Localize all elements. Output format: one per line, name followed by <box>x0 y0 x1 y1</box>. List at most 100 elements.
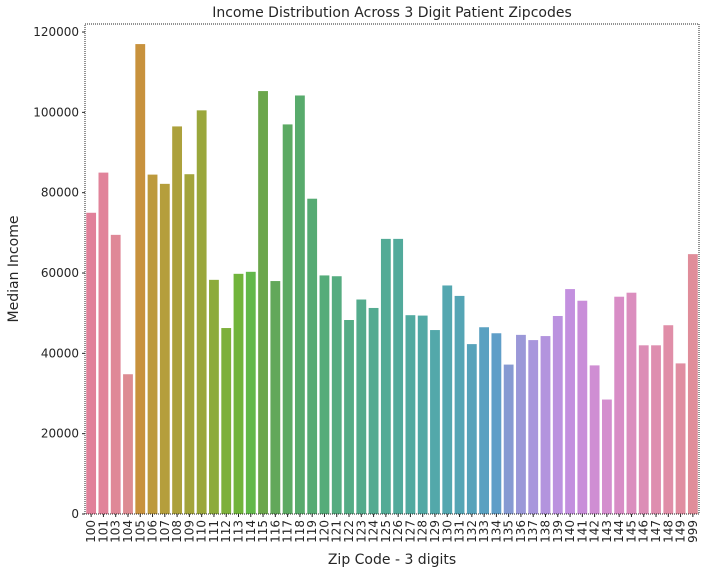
y-tick-label: 100000 <box>33 105 79 119</box>
x-tick-label: 123 <box>354 520 368 543</box>
x-tick-label: 145 <box>624 520 638 543</box>
bar-121 <box>331 276 342 514</box>
bar-113 <box>233 273 244 514</box>
x-tick-label: 124 <box>367 520 381 543</box>
x-tick-label: 138 <box>539 520 553 543</box>
bar-101 <box>98 172 109 515</box>
x-tick-label: 113 <box>232 520 246 543</box>
bar-135 <box>503 364 514 514</box>
bar-999 <box>687 254 698 514</box>
bar-120 <box>319 275 330 514</box>
x-tick-label: 129 <box>428 520 442 543</box>
x-tick-label: 999 <box>686 520 700 543</box>
x-tick-label: 114 <box>244 520 258 543</box>
x-axis-label: Zip Code - 3 digits <box>328 552 456 568</box>
x-tick-label: 147 <box>649 520 663 543</box>
x-tick-label: 116 <box>268 520 282 543</box>
bar-141 <box>577 300 588 514</box>
x-tick-label: 126 <box>391 520 405 543</box>
x-tick-label: 109 <box>182 520 196 543</box>
x-tick-label: 146 <box>637 520 651 543</box>
x-tick-label: 131 <box>453 520 467 543</box>
x-tick-label: 106 <box>146 520 160 543</box>
y-axis-label: Median Income <box>6 216 22 323</box>
bar-130 <box>442 285 453 514</box>
bar-148 <box>663 325 674 514</box>
x-tick-label: 139 <box>551 520 565 543</box>
bar-103 <box>110 234 121 515</box>
x-tick-label: 120 <box>317 520 331 543</box>
bar-117 <box>282 124 293 514</box>
bar-112 <box>221 328 232 514</box>
bar-142 <box>589 365 600 514</box>
y-tick-label: 40000 <box>41 346 79 360</box>
bar-125 <box>380 238 391 514</box>
bar-133 <box>479 327 490 514</box>
bar-123 <box>356 299 367 514</box>
x-tick-label: 128 <box>416 520 430 543</box>
x-axis-ticks: 1001011031041051061071081091101111121131… <box>84 514 700 543</box>
bar-144 <box>614 296 625 514</box>
bar-100 <box>86 212 97 514</box>
bar-129 <box>430 330 440 514</box>
bar-137 <box>528 340 539 514</box>
bar-118 <box>294 95 305 515</box>
bar-108 <box>172 126 183 515</box>
bar-128 <box>417 315 428 514</box>
bar-143 <box>601 399 612 514</box>
y-tick-label: 120000 <box>33 25 79 39</box>
bar-127 <box>405 315 416 514</box>
bar-132 <box>466 344 477 514</box>
x-tick-label: 119 <box>305 520 319 543</box>
bar-134 <box>491 333 502 514</box>
plot-frame <box>84 23 700 515</box>
x-tick-label: 100 <box>84 520 98 543</box>
x-tick-label: 137 <box>526 520 540 543</box>
bar-139 <box>552 315 563 514</box>
x-tick-label: 118 <box>293 520 307 543</box>
bar-126 <box>393 238 404 514</box>
y-tick-label: 80000 <box>41 186 79 200</box>
x-tick-label: 117 <box>281 520 295 543</box>
y-tick-label: 20000 <box>41 427 79 441</box>
x-tick-label: 141 <box>575 520 589 543</box>
x-tick-label: 110 <box>195 520 209 543</box>
x-tick-label: 112 <box>219 520 233 543</box>
bar-149 <box>675 363 686 514</box>
bar-110 <box>196 110 207 514</box>
chart-title: Income Distribution Across 3 Digit Patie… <box>212 5 572 21</box>
x-tick-label: 105 <box>133 520 147 543</box>
bar-111 <box>209 279 219 514</box>
bar-114 <box>245 271 256 514</box>
x-tick-label: 132 <box>465 520 479 543</box>
bar-105 <box>135 44 146 514</box>
bar-122 <box>344 320 354 514</box>
bar-131 <box>454 295 465 514</box>
x-tick-label: 133 <box>477 520 491 543</box>
x-tick-label: 143 <box>600 520 614 543</box>
x-tick-label: 115 <box>256 520 270 543</box>
x-tick-label: 125 <box>379 520 393 543</box>
bar-119 <box>307 198 318 514</box>
x-tick-label: 111 <box>207 520 221 543</box>
x-tick-label: 121 <box>330 520 344 543</box>
x-tick-label: 108 <box>170 520 184 543</box>
x-tick-label: 140 <box>563 520 577 543</box>
bars-group <box>86 44 698 515</box>
x-tick-label: 104 <box>121 520 135 543</box>
x-tick-label: 134 <box>489 520 503 543</box>
x-tick-label: 130 <box>440 520 454 543</box>
x-tick-label: 136 <box>514 520 528 543</box>
bar-109 <box>184 174 195 514</box>
bar-115 <box>258 91 268 514</box>
x-tick-label: 149 <box>674 520 688 543</box>
x-tick-label: 107 <box>158 520 172 543</box>
bar-146 <box>638 345 649 514</box>
bar-136 <box>516 334 526 514</box>
x-tick-label: 135 <box>502 520 516 543</box>
x-tick-label: 122 <box>342 520 356 543</box>
bar-116 <box>270 281 281 514</box>
x-tick-label: 144 <box>612 520 626 543</box>
bar-107 <box>159 183 170 514</box>
